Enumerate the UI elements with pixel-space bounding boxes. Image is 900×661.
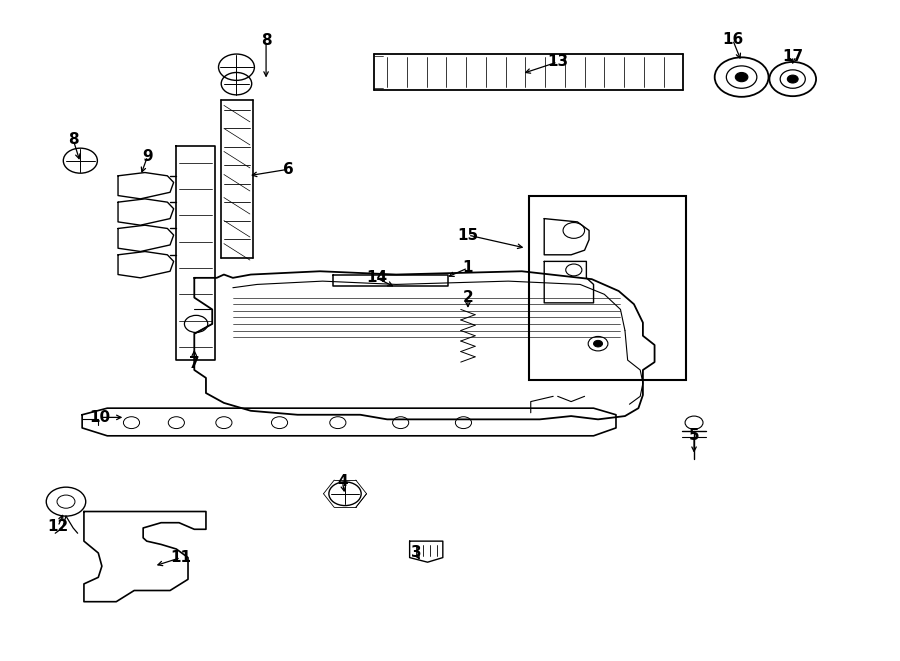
Text: 8: 8 <box>261 34 272 48</box>
Text: 8: 8 <box>68 132 78 147</box>
Text: 6: 6 <box>284 162 294 176</box>
Text: 5: 5 <box>688 428 699 444</box>
Circle shape <box>788 75 798 83</box>
Text: 10: 10 <box>89 410 111 425</box>
Bar <box>529 196 686 380</box>
Text: 16: 16 <box>722 32 743 47</box>
Text: 17: 17 <box>782 48 804 63</box>
Text: 14: 14 <box>366 270 387 286</box>
Text: 15: 15 <box>457 227 479 243</box>
Text: 13: 13 <box>547 54 568 69</box>
Text: 1: 1 <box>463 260 473 276</box>
Circle shape <box>594 340 602 347</box>
Text: 7: 7 <box>189 356 200 371</box>
Circle shape <box>735 73 748 82</box>
Text: 12: 12 <box>48 519 68 534</box>
Text: 9: 9 <box>142 149 153 163</box>
Text: 4: 4 <box>337 475 347 489</box>
Text: 11: 11 <box>170 550 192 565</box>
Text: 3: 3 <box>410 545 421 561</box>
Text: 2: 2 <box>463 290 473 305</box>
